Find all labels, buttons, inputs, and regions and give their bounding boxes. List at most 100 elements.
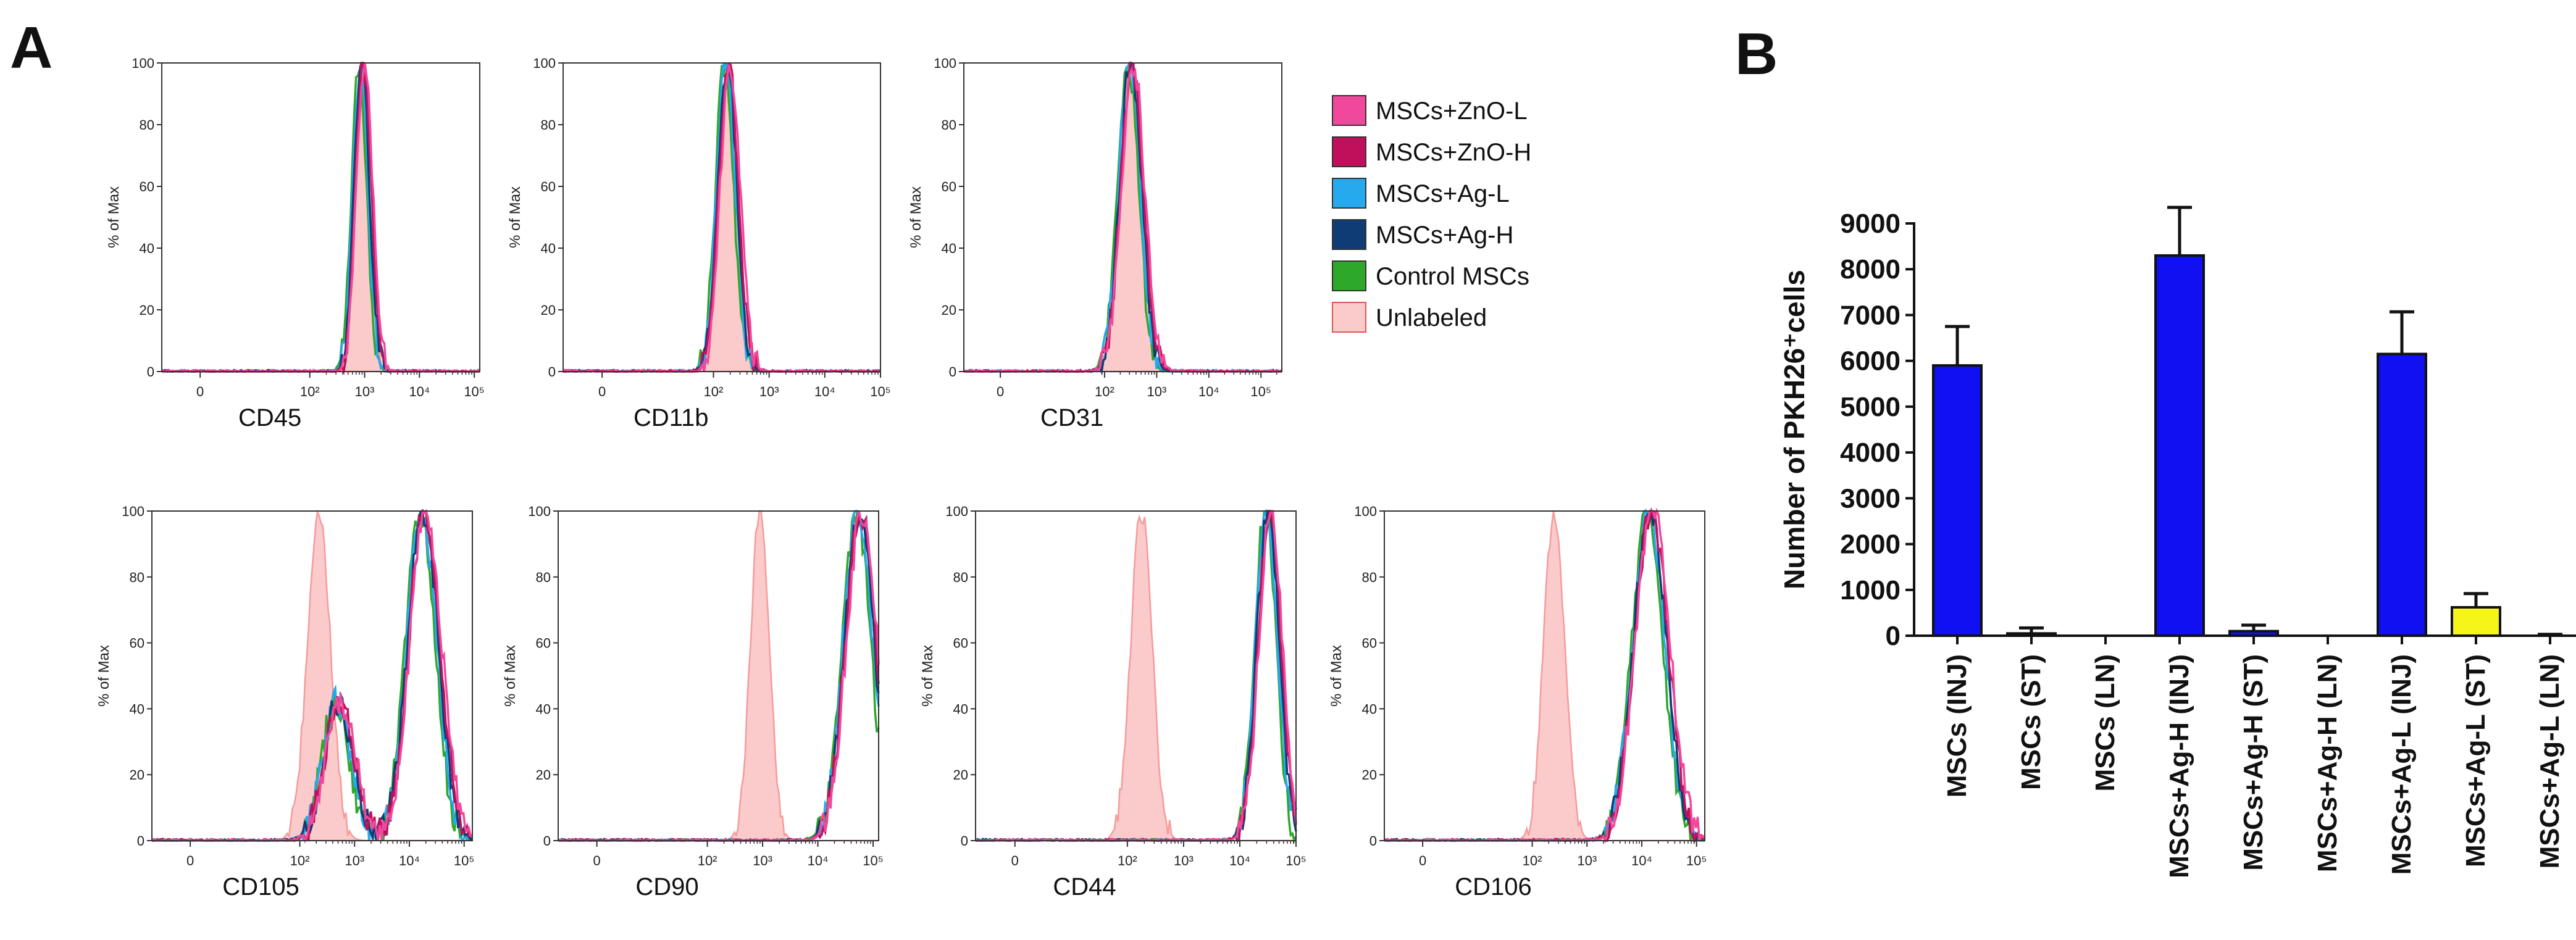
x-tick-label: 10²: [290, 853, 310, 868]
x-tick-label: 10⁵: [1286, 853, 1307, 868]
bar-3: [2154, 254, 2205, 637]
panel-a-histograms: 0 20 40 60 80 100 % of Max 0 10² 10³ 10⁴ 10⁵ CD45 0 20…: [96, 56, 1707, 900]
plot-frame: [161, 62, 480, 372]
legend-label-control: Control MSCs: [1376, 263, 1529, 290]
x-tick-label: 10⁵: [863, 853, 884, 868]
unlabeled-histogram: [152, 509, 472, 842]
category-label-2: MSCs (LN): [2090, 654, 2120, 791]
histogram-cd44: 0 20 40 60 80 100 % of Max 0 10² 10³ 10⁴ 10⁵ CD44: [919, 504, 1307, 900]
x-tick-label: 10⁴: [808, 853, 829, 868]
histogram-cd105: 0 20 40 60 80 100 % of Max 0 10² 10³ 10⁴ 10⁵ CD105: [96, 504, 474, 900]
y-axis-label: % of Max: [919, 645, 936, 707]
panel-label-a: A: [10, 15, 52, 81]
x-tick-label: 10³: [753, 853, 772, 868]
y-tick-label: 40: [536, 701, 551, 717]
y-tick-label: 80: [942, 117, 956, 133]
y-tick-label: 80: [536, 570, 551, 585]
y-tick-label: 60: [541, 179, 556, 194]
plot-frame: [558, 510, 879, 841]
x-tick-label: 0: [196, 384, 204, 399]
plot-frame: [975, 510, 1297, 841]
x-tick-label: 10⁵: [454, 853, 475, 868]
legend-label-zno-h: MSCs+ZnO-H: [1376, 139, 1531, 166]
y-tick-label: 40: [541, 241, 556, 256]
y-tick-label: 5000: [1840, 392, 1901, 422]
y-tick-label: 40: [140, 241, 154, 256]
y-tick-label: 80: [541, 117, 556, 133]
x-tick-label: 10⁵: [1250, 384, 1271, 399]
category-label-3: MSCs+Ag-H (INJ): [2164, 654, 2194, 878]
x-tick-label: 0: [598, 384, 606, 399]
panel-b-bar-chart: 0 1000 2000 3000 4000 5000 6000 7000 8000 9000 Num…: [1778, 206, 2576, 878]
x-tick-label: 10²: [1523, 853, 1542, 868]
y-tick-label: 100: [132, 56, 154, 71]
marker-label: CD106: [1455, 873, 1532, 900]
y-tick-label: 20: [953, 767, 968, 783]
category-label-7: MSCs+Ag-L (ST): [2461, 654, 2491, 867]
x-tick-label: 10²: [704, 384, 724, 399]
legend-swatch-unlabeled: [1332, 302, 1366, 333]
x-tick-label: 10³: [1147, 384, 1166, 399]
y-tick-label: 9000: [1840, 209, 1901, 239]
y-tick-label: 4000: [1840, 438, 1901, 468]
marker-label: CD105: [222, 873, 299, 900]
legend-swatch-control: [1332, 260, 1366, 291]
histogram-cd90: 0 20 40 60 80 100 % of Max 0 10² 10³ 10⁴ 10⁵ CD90: [502, 504, 884, 900]
plot-frame: [1384, 510, 1705, 841]
bar-1: [2006, 632, 2057, 638]
zno-l-line: [161, 62, 481, 373]
y-tick-label: 40: [942, 241, 956, 256]
y-axis-label: % of Max: [106, 186, 122, 248]
y-tick-label: 60: [140, 179, 154, 194]
legend: MSCs+ZnO-L MSCs+ZnO-H MSCs+Ag-L MSCs+Ag-H Co…: [1332, 95, 1531, 333]
y-tick-label: 20: [536, 767, 551, 783]
y-tick-label: 60: [1362, 636, 1377, 651]
y-tick-label: 80: [1362, 570, 1377, 585]
y-tick-label: 0: [961, 833, 968, 849]
y-tick-label: 20: [1362, 767, 1377, 783]
marker-label: CD11b: [634, 404, 709, 431]
y-axis-label: % of Max: [507, 186, 524, 248]
y-tick-label: 40: [130, 701, 144, 717]
x-tick-label: 10²: [698, 853, 717, 868]
x-tick-label: 0: [593, 853, 601, 868]
x-tick-label: 10²: [1118, 853, 1137, 868]
zno-l-line: [558, 510, 880, 842]
histogram-cd11b: 0 20 40 60 80 100 % of Max 0 10² 10³ 10⁴ 10⁵ CD11b: [507, 56, 891, 431]
y-tick-label: 3000: [1840, 483, 1901, 514]
y-tick-label: 60: [536, 636, 551, 651]
legend-swatch-zno-l: [1332, 95, 1366, 126]
x-tick-label: 0: [997, 384, 1004, 399]
x-tick-label: 10²: [1095, 384, 1114, 399]
zno-h-line: [161, 62, 480, 375]
y-tick-label: 0: [1886, 621, 1901, 651]
bar-0: [1932, 364, 1983, 637]
y-tick-label: 40: [953, 701, 968, 717]
y-tick-label: 20: [541, 302, 556, 318]
x-tick-label: 10⁵: [1686, 853, 1707, 868]
y-tick-label: 2000: [1840, 530, 1901, 560]
y-axis-label: % of Max: [502, 645, 519, 707]
x-tick-label: 10⁴: [1229, 853, 1250, 868]
y-axis-label: % of Max: [908, 186, 924, 248]
panel-label-b: B: [1735, 21, 1778, 87]
y-tick-label: 20: [140, 302, 154, 318]
ag-l-line: [162, 62, 480, 373]
control-line: [161, 69, 481, 373]
y-tick-label: 7000: [1840, 300, 1901, 330]
x-tick-label: 10⁵: [870, 384, 891, 399]
histogram-cd45: 0 20 40 60 80 100 % of Max 0 10² 10³ 10⁴ 10⁵ CD45: [106, 56, 485, 431]
y-tick-label: 0: [949, 364, 956, 380]
y-tick-label: 0: [147, 364, 154, 380]
x-tick-label: 10⁴: [1631, 853, 1652, 868]
y-tick-label: 1000: [1840, 575, 1901, 605]
x-tick-label: 10³: [1174, 853, 1194, 868]
y-tick-label: 0: [1370, 833, 1377, 849]
x-tick-label: 10³: [759, 384, 779, 399]
category-label-6: MSCs+Ag-L (INJ): [2386, 654, 2417, 875]
y-axis-label: % of Max: [96, 645, 112, 707]
y-tick-label: 100: [945, 504, 968, 519]
x-tick-label: 10⁴: [1198, 384, 1219, 399]
y-tick-label: 0: [548, 364, 556, 380]
